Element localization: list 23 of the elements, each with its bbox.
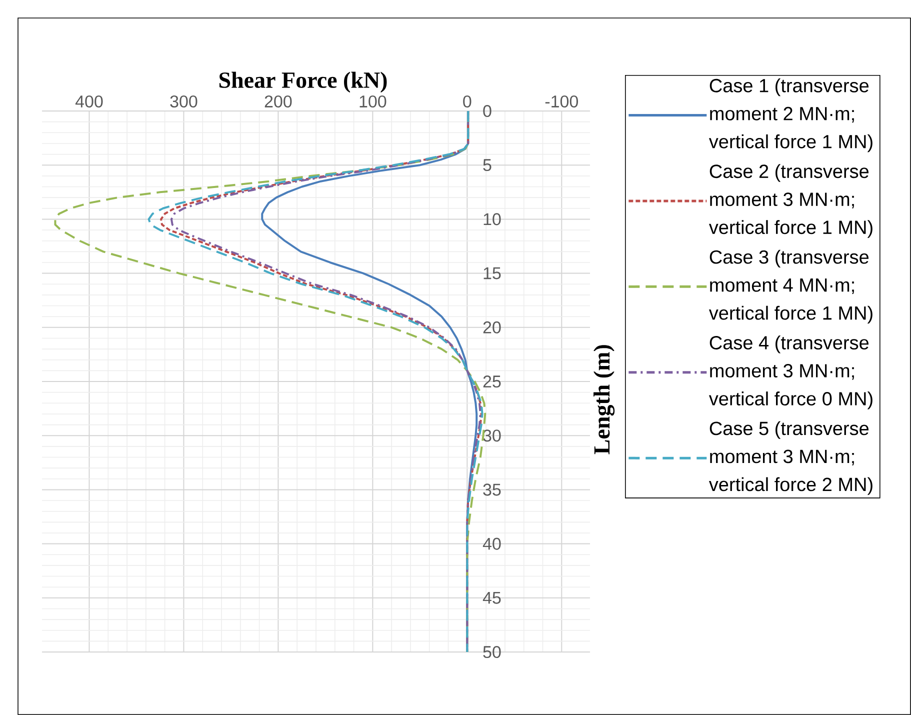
y-tick-label: 0 (483, 104, 492, 118)
y-tick-label: 40 (482, 538, 501, 550)
y-tick-label: 25 (483, 375, 501, 388)
y-tick-label: 10 (484, 213, 501, 226)
x-tick-label: 0 (463, 95, 472, 108)
x-tick-label: 300 (170, 95, 198, 108)
legend-label: Case 1 (transverse moment 2 MN·m; vertical force 1 MN) (708, 78, 872, 152)
y-tick-label: 35 (483, 484, 501, 496)
x-tick-label: 100 (360, 95, 386, 108)
y-axis-title: Length (m) (594, 345, 615, 454)
y-tick-label: 5 (483, 159, 492, 172)
y-tick-label: 45 (482, 592, 501, 604)
legend-label: Case 5 (transverse moment 3 MN·m; vertical force 2 MN) (708, 421, 872, 495)
y-tick-label: 15 (484, 267, 501, 280)
x-tick-label: 400 (75, 95, 103, 108)
legend-label: Case 3 (transverse moment 4 MN·m; vertical force 1 MN) (708, 250, 872, 324)
legend-label: Case 4 (transverse moment 3 MN·m; vertical force 0 MN) (708, 336, 872, 410)
y-tick-label: 50 (483, 646, 501, 658)
x-tick-label: -100 (545, 95, 578, 108)
x-tick-label: 200 (264, 95, 292, 108)
y-tick-label: 20 (483, 321, 501, 334)
legend-label: Case 2 (transverse moment 3 MN·m; vertical force 1 MN) (708, 164, 872, 238)
x-axis-title: Shear Force (kN) (219, 72, 387, 93)
